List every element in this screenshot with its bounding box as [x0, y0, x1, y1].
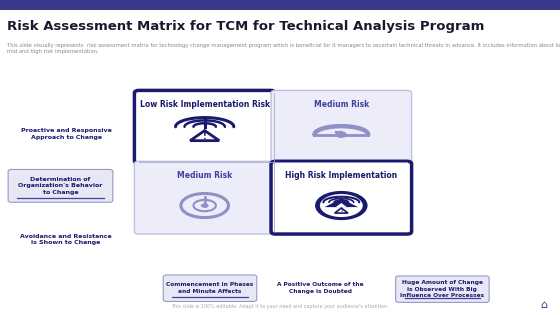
Ellipse shape: [316, 192, 366, 219]
Polygon shape: [335, 203, 347, 207]
Text: Proactive and Responsive
Approach to Change: Proactive and Responsive Approach to Cha…: [21, 128, 111, 140]
FancyBboxPatch shape: [134, 161, 275, 234]
Polygon shape: [324, 199, 358, 207]
Text: Commencement in Phases
and Minute Affects: Commencement in Phases and Minute Affect…: [166, 283, 254, 294]
Text: Risk Assessment Matrix for TCM for Technical Analysis Program: Risk Assessment Matrix for TCM for Techn…: [7, 20, 484, 33]
FancyBboxPatch shape: [395, 276, 489, 302]
Text: Avoidance and Resistance
is Shown to Change: Avoidance and Resistance is Shown to Cha…: [20, 234, 112, 245]
Circle shape: [335, 132, 347, 138]
FancyBboxPatch shape: [8, 169, 113, 202]
FancyBboxPatch shape: [271, 161, 412, 234]
Text: Low Risk Implementation Risk: Low Risk Implementation Risk: [139, 100, 270, 109]
Text: High Risk Implementation: High Risk Implementation: [285, 171, 398, 180]
Text: ⌂: ⌂: [540, 300, 548, 310]
Text: Medium Risk: Medium Risk: [314, 100, 369, 109]
Text: Medium Risk: Medium Risk: [177, 171, 232, 180]
FancyBboxPatch shape: [0, 0, 560, 10]
Text: Huge Amount of Change
is Observed With Big
Influence Over Processes: Huge Amount of Change is Observed With B…: [400, 280, 484, 298]
Text: !: !: [340, 208, 343, 213]
Ellipse shape: [320, 194, 363, 217]
FancyBboxPatch shape: [134, 90, 275, 163]
FancyBboxPatch shape: [271, 90, 412, 163]
Text: Determination of
Organization's Behavior
to Change: Determination of Organization's Behavior…: [18, 177, 102, 195]
Circle shape: [201, 203, 209, 208]
Text: A Positive Outcome of the
Change is Doubted: A Positive Outcome of the Change is Doub…: [277, 283, 363, 294]
FancyBboxPatch shape: [164, 275, 256, 301]
Text: !: !: [203, 132, 207, 141]
Text: This slide visually represents  risk assessment matrix for technology change man: This slide visually represents risk asse…: [7, 43, 560, 54]
Text: This slide is 100% editable. Adapt it to your need and capture your audience's a: This slide is 100% editable. Adapt it to…: [171, 304, 389, 309]
